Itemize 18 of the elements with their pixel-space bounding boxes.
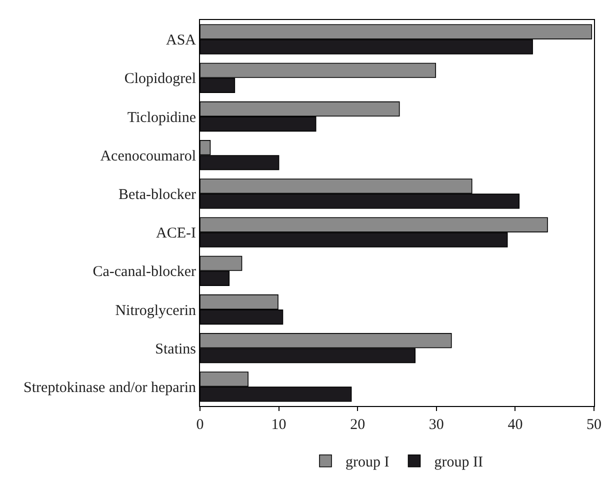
x-tick-label: 0 — [196, 417, 204, 433]
y-tick-label: ACE-I — [156, 226, 196, 242]
y-tick-label: Streptokinase and/or heparin — [24, 380, 196, 396]
y-tick-label: Ticlopidine — [127, 110, 196, 126]
y-tick-label: ASA — [166, 32, 196, 49]
legend-label: group II — [434, 454, 483, 471]
x-tick-label: 40 — [508, 417, 523, 433]
x-tick-label: 30 — [428, 417, 444, 433]
y-tick-label: Acenocoumarol — [100, 148, 196, 164]
y-tick-label: Ca-canal-blocker — [92, 264, 196, 280]
x-tick-label: 50 — [586, 417, 602, 433]
y-tick-label: Statins — [155, 341, 196, 358]
y-tick-label: Nitroglycerin — [115, 302, 196, 319]
x-tick-label: 10 — [271, 417, 286, 433]
x-tick-label: 20 — [350, 417, 366, 433]
legend-label: group I — [346, 454, 390, 471]
y-tick-label: Clopidogrel — [124, 71, 196, 88]
y-tick-label: Beta-blocker — [118, 186, 196, 203]
